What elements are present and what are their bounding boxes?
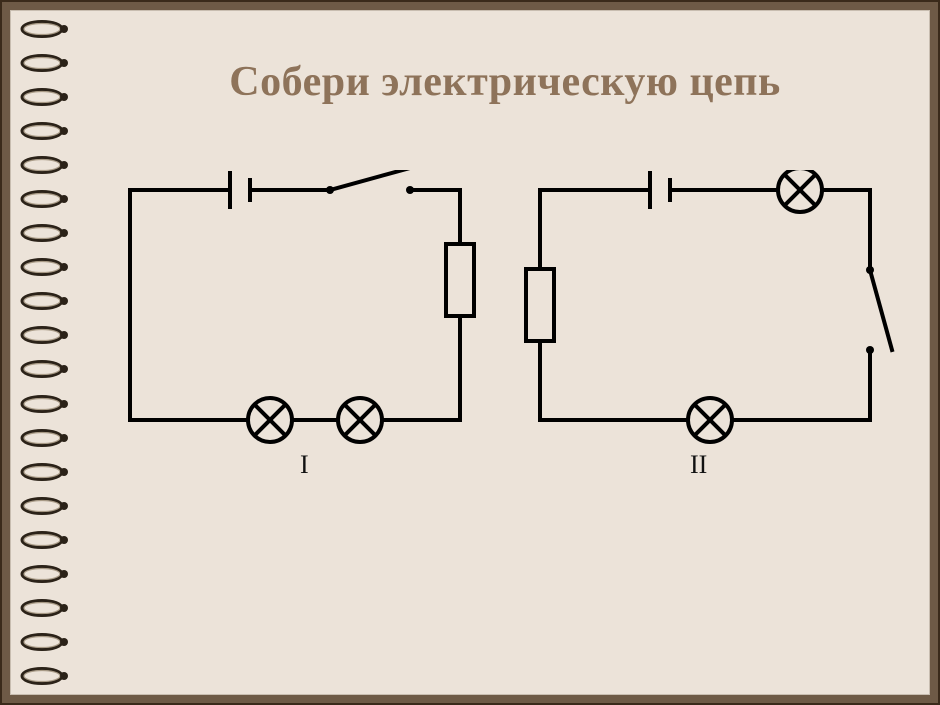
spiral-ring [20, 395, 70, 413]
paper-area: Собери электрическую цепь I II [10, 10, 930, 695]
lamp-icon [338, 398, 382, 442]
spiral-ring [20, 258, 70, 276]
lamp-icon [248, 398, 292, 442]
spiral-ring [20, 88, 70, 106]
spiral-ring [20, 599, 70, 617]
spiral-ring [20, 224, 70, 242]
spiral-ring [20, 531, 70, 549]
circuit-diagrams [110, 170, 910, 475]
label-circuit-2: II [690, 450, 707, 480]
lamp-icon [778, 170, 822, 212]
spiral-ring [20, 326, 70, 344]
outer-frame: Собери электрическую цепь I II [0, 0, 940, 705]
spiral-ring [20, 190, 70, 208]
spiral-ring [20, 633, 70, 651]
spiral-ring [20, 20, 70, 38]
circuits-svg [110, 170, 910, 470]
spiral-ring [20, 292, 70, 310]
lamp-icon [688, 398, 732, 442]
spiral-ring [20, 156, 70, 174]
spiral-binding [20, 20, 70, 685]
spiral-ring [20, 360, 70, 378]
spiral-ring [20, 122, 70, 140]
spiral-ring [20, 54, 70, 72]
spiral-ring [20, 463, 70, 481]
page-title: Собери электрическую цепь [110, 58, 900, 106]
spiral-ring [20, 667, 70, 685]
spiral-ring [20, 429, 70, 447]
spiral-ring [20, 497, 70, 515]
label-circuit-1: I [300, 450, 309, 480]
spiral-ring [20, 565, 70, 583]
